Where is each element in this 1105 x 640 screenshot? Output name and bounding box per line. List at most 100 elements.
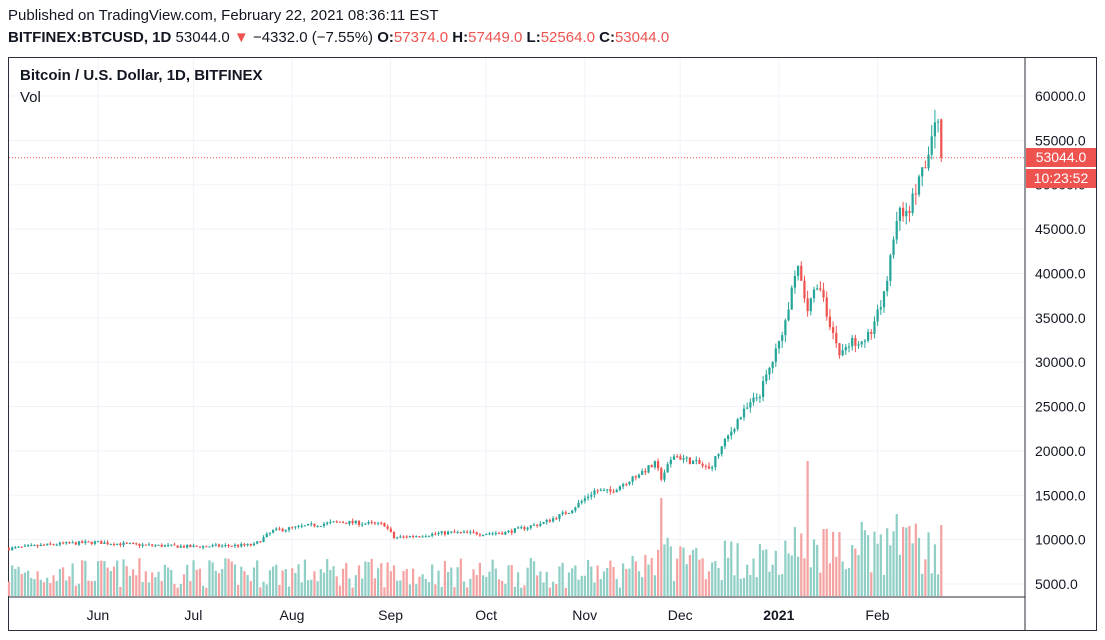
volume-bar bbox=[669, 546, 672, 596]
candle-body bbox=[20, 546, 23, 548]
volume-bar bbox=[854, 548, 857, 596]
candle-body bbox=[131, 543, 135, 545]
candle-body bbox=[730, 431, 733, 436]
candle-body bbox=[695, 460, 698, 462]
volume-bar bbox=[860, 521, 863, 596]
candle-body bbox=[507, 530, 510, 532]
candle-body bbox=[676, 456, 679, 458]
volume-bar bbox=[144, 571, 147, 596]
candle-body bbox=[558, 514, 561, 519]
candle-body bbox=[714, 456, 717, 468]
candle-body bbox=[240, 543, 243, 547]
candle-body bbox=[408, 536, 412, 538]
candle-body bbox=[287, 527, 291, 530]
volume-bar bbox=[427, 582, 431, 596]
volume-bar bbox=[96, 561, 100, 596]
volume-bar bbox=[354, 575, 357, 596]
volume-bar bbox=[338, 585, 342, 596]
volume-bar bbox=[889, 545, 892, 596]
volume-bar bbox=[100, 560, 103, 596]
candle-body bbox=[186, 545, 189, 548]
volume-bar bbox=[205, 587, 208, 596]
candle-body bbox=[895, 221, 898, 240]
candle-body bbox=[233, 544, 237, 547]
candle-body bbox=[854, 338, 857, 346]
candle-body bbox=[781, 335, 784, 341]
volume-bar bbox=[332, 566, 335, 596]
candle-body bbox=[835, 332, 838, 344]
volume-bar bbox=[243, 571, 246, 596]
candle-body bbox=[860, 341, 863, 345]
candle-body bbox=[761, 381, 765, 398]
volume-bar bbox=[663, 544, 666, 596]
volume-bar bbox=[240, 566, 243, 596]
volume-bar bbox=[396, 580, 399, 596]
volume-bar bbox=[911, 543, 914, 596]
candle-body bbox=[625, 484, 628, 486]
candle-body bbox=[812, 289, 816, 299]
candle-body bbox=[211, 545, 214, 547]
volume-bar bbox=[33, 579, 36, 596]
candle-body bbox=[326, 522, 329, 524]
candle-body bbox=[631, 476, 634, 482]
candle-body bbox=[249, 543, 252, 546]
volume-bar bbox=[383, 587, 386, 596]
volume-bar bbox=[774, 550, 777, 596]
candle-body bbox=[637, 474, 641, 478]
volume-bar bbox=[55, 581, 58, 596]
candle-body bbox=[74, 542, 77, 545]
low-value: 52564.0 bbox=[540, 29, 595, 46]
candle-body bbox=[612, 491, 615, 493]
volume-bar bbox=[42, 582, 46, 596]
candle-body bbox=[698, 460, 701, 464]
high-value: 57449.0 bbox=[468, 29, 523, 46]
volume-bar bbox=[847, 568, 851, 596]
candle-body bbox=[112, 544, 116, 546]
candle-body bbox=[338, 521, 342, 523]
volume-bar bbox=[558, 566, 561, 596]
candle-body bbox=[606, 489, 609, 491]
volume-bar bbox=[431, 564, 434, 596]
volume-bar bbox=[933, 544, 937, 596]
volume-bar bbox=[644, 554, 647, 596]
candle-body bbox=[380, 522, 383, 524]
candle-body bbox=[341, 521, 345, 523]
candle-body bbox=[523, 527, 526, 530]
volume-bar bbox=[7, 581, 11, 596]
candle-body bbox=[682, 458, 685, 460]
volume-bar bbox=[201, 585, 205, 596]
volume-bar bbox=[828, 563, 832, 596]
volume-bar bbox=[892, 531, 895, 596]
volume-bar bbox=[790, 555, 793, 596]
candle-body bbox=[472, 531, 475, 533]
candle-body bbox=[125, 542, 128, 544]
chart-header: Published on TradingView.com, February 2… bbox=[8, 6, 1098, 50]
candle-body bbox=[806, 298, 809, 312]
candle-body bbox=[866, 331, 870, 341]
volume-bar bbox=[866, 535, 870, 596]
candle-body bbox=[504, 531, 507, 535]
candle-body bbox=[574, 507, 577, 511]
volume-bar bbox=[936, 574, 940, 596]
volume-bar bbox=[577, 579, 580, 596]
candle-body bbox=[33, 545, 36, 547]
high-label: H: bbox=[452, 29, 469, 46]
volume-bar bbox=[345, 562, 348, 596]
time-tick-label: 2021 bbox=[763, 607, 794, 623]
volume-bar bbox=[58, 568, 62, 596]
candle-body bbox=[711, 467, 714, 469]
volume-bar bbox=[151, 572, 154, 596]
candle-body bbox=[930, 136, 933, 155]
volume-bar bbox=[714, 561, 717, 596]
volume-bar bbox=[863, 530, 867, 596]
volume-bar bbox=[147, 582, 151, 596]
candle-body bbox=[758, 397, 762, 399]
candle-body bbox=[516, 527, 520, 529]
volume-bar bbox=[364, 561, 367, 596]
volume-bar bbox=[424, 578, 427, 596]
volume-bar bbox=[520, 587, 523, 596]
volume-bar bbox=[329, 569, 332, 596]
volume-bar bbox=[291, 568, 294, 596]
candle-body bbox=[367, 522, 370, 524]
